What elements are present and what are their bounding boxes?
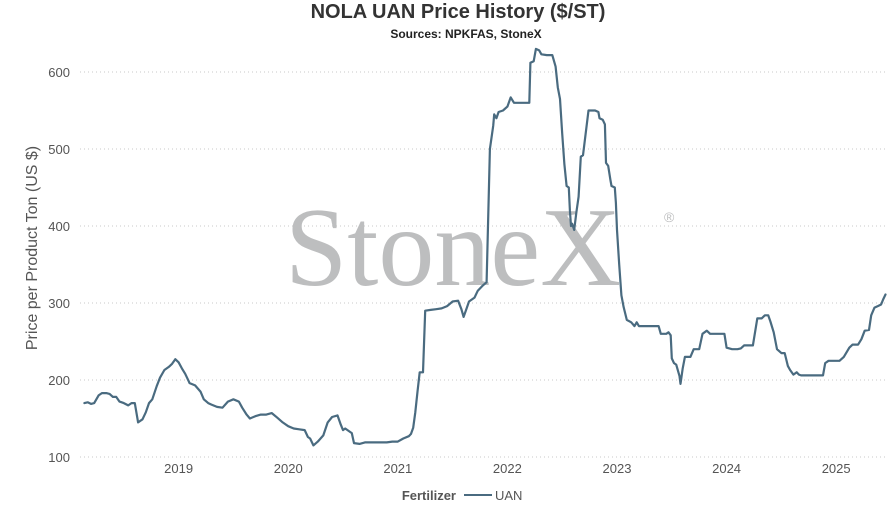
series-line-uan <box>83 47 887 447</box>
watermark-text: StoneX <box>285 186 621 310</box>
registered-mark: ® <box>664 209 675 225</box>
y-tick-label: 600 <box>48 65 70 80</box>
y-tick-label: 200 <box>48 373 70 388</box>
x-tick-label: 2020 <box>274 461 303 476</box>
y-tick-label: 500 <box>48 142 70 157</box>
x-tick-label: 2023 <box>603 461 632 476</box>
chart-title: NOLA UAN Price History ($/ST) <box>311 1 606 23</box>
legend-item-uan: UAN <box>495 488 522 503</box>
x-tick-label: 2021 <box>383 461 412 476</box>
x-axis-ticks: 2019 2020 2021 2022 2023 2024 2025 <box>164 461 850 476</box>
series-layer <box>83 47 887 447</box>
x-tick-label: 2024 <box>712 461 741 476</box>
legend[interactable]: Fertilizer UAN <box>402 488 523 503</box>
x-tick-label: 2022 <box>493 461 522 476</box>
y-axis-ticks: 100 200 300 400 500 600 <box>48 65 70 465</box>
gridlines <box>80 71 888 458</box>
x-tick-label: 2025 <box>822 461 851 476</box>
chart-subtitle: Sources: NPKFAS, StoneX <box>390 27 541 41</box>
legend-title: Fertilizer <box>402 488 456 503</box>
y-axis-title: Price per Product Ton (US $) <box>24 146 41 350</box>
y-tick-label: 100 <box>48 450 70 465</box>
y-tick-label: 400 <box>48 219 70 234</box>
stonex-watermark: StoneX ® <box>285 186 675 310</box>
x-tick-label: 2019 <box>164 461 193 476</box>
y-tick-label: 300 <box>48 296 70 311</box>
